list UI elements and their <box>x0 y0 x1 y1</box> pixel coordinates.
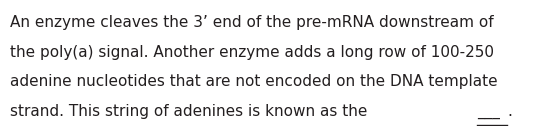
Text: adenine nucleotides that are not encoded on the DNA template: adenine nucleotides that are not encoded… <box>10 74 498 89</box>
Text: .: . <box>507 104 512 119</box>
Text: strand. This string of adenines is known as the: strand. This string of adenines is known… <box>10 104 372 119</box>
Text: ___: ___ <box>478 104 501 119</box>
Text: the poly(a) signal. Another enzyme adds a long row of 100-250: the poly(a) signal. Another enzyme adds … <box>10 45 494 60</box>
Text: An enzyme cleaves the 3’ end of the pre-mRNA downstream of: An enzyme cleaves the 3’ end of the pre-… <box>10 15 494 30</box>
